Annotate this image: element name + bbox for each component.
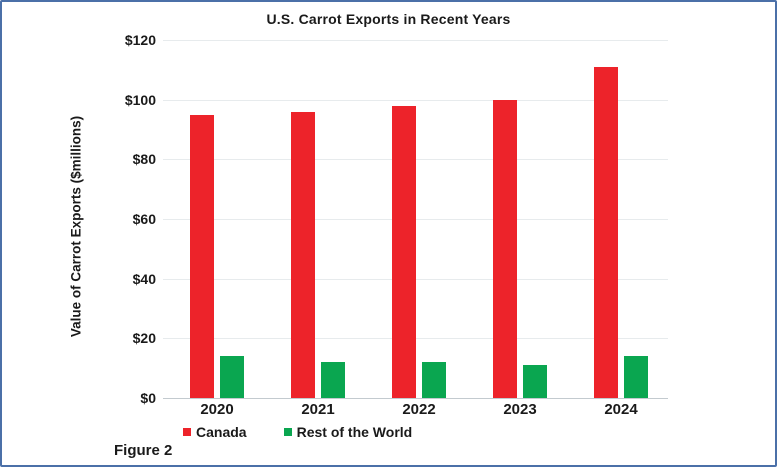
x-tick-label: 2021 bbox=[301, 401, 335, 418]
x-tick-label: 2022 bbox=[402, 401, 436, 418]
x-tick-label: 2023 bbox=[503, 401, 537, 418]
bar-rest-of-the-world-2022 bbox=[422, 362, 446, 398]
bar-canada-2022 bbox=[392, 105, 416, 398]
x-axis-line bbox=[163, 398, 668, 399]
legend: Canada Rest of the World bbox=[183, 424, 449, 440]
bar-canada-2021 bbox=[291, 111, 315, 398]
gridline bbox=[163, 99, 668, 101]
gridline bbox=[163, 40, 668, 41]
legend-label: Canada bbox=[196, 424, 247, 440]
plot-area: $0 $20 $40 $60 $80 $100 $120 2020 2021 2022 2023 2… bbox=[125, 32, 668, 418]
y-tick-label: $60 bbox=[132, 211, 156, 227]
y-axis-label: Value of Carrot Exports ($millions) bbox=[68, 115, 84, 338]
legend-swatch-icon bbox=[283, 428, 292, 436]
bar-canada-2023 bbox=[493, 99, 517, 398]
chart-title: U.S. Carrot Exports in Recent Years bbox=[266, 11, 511, 27]
legend-item-canada: Canada bbox=[183, 424, 247, 440]
legend-swatch-icon bbox=[183, 428, 191, 436]
bar-rest-of-the-world-2023 bbox=[523, 365, 547, 398]
y-tick-label: $0 bbox=[140, 390, 156, 406]
bar-rest-of-the-world-2024 bbox=[624, 356, 648, 398]
x-tick-label: 2024 bbox=[604, 401, 638, 418]
y-tick-label: $40 bbox=[132, 270, 156, 287]
figure-caption: Figure 2 bbox=[114, 442, 173, 459]
y-tick-label: $20 bbox=[132, 330, 156, 347]
legend-item-rest-of-the-world: Rest of the World bbox=[283, 424, 413, 440]
bar-canada-2020 bbox=[190, 114, 214, 398]
bar-canada-2024 bbox=[594, 66, 618, 398]
bar-rest-of-the-world-2020 bbox=[220, 356, 244, 398]
y-tick-label: $120 bbox=[124, 32, 156, 48]
legend-label: Rest of the World bbox=[296, 424, 413, 440]
bar-rest-of-the-world-2021 bbox=[321, 362, 345, 398]
y-tick-label: $80 bbox=[132, 151, 156, 168]
y-tick-label: $100 bbox=[124, 91, 156, 108]
x-tick-label: 2020 bbox=[200, 401, 234, 418]
